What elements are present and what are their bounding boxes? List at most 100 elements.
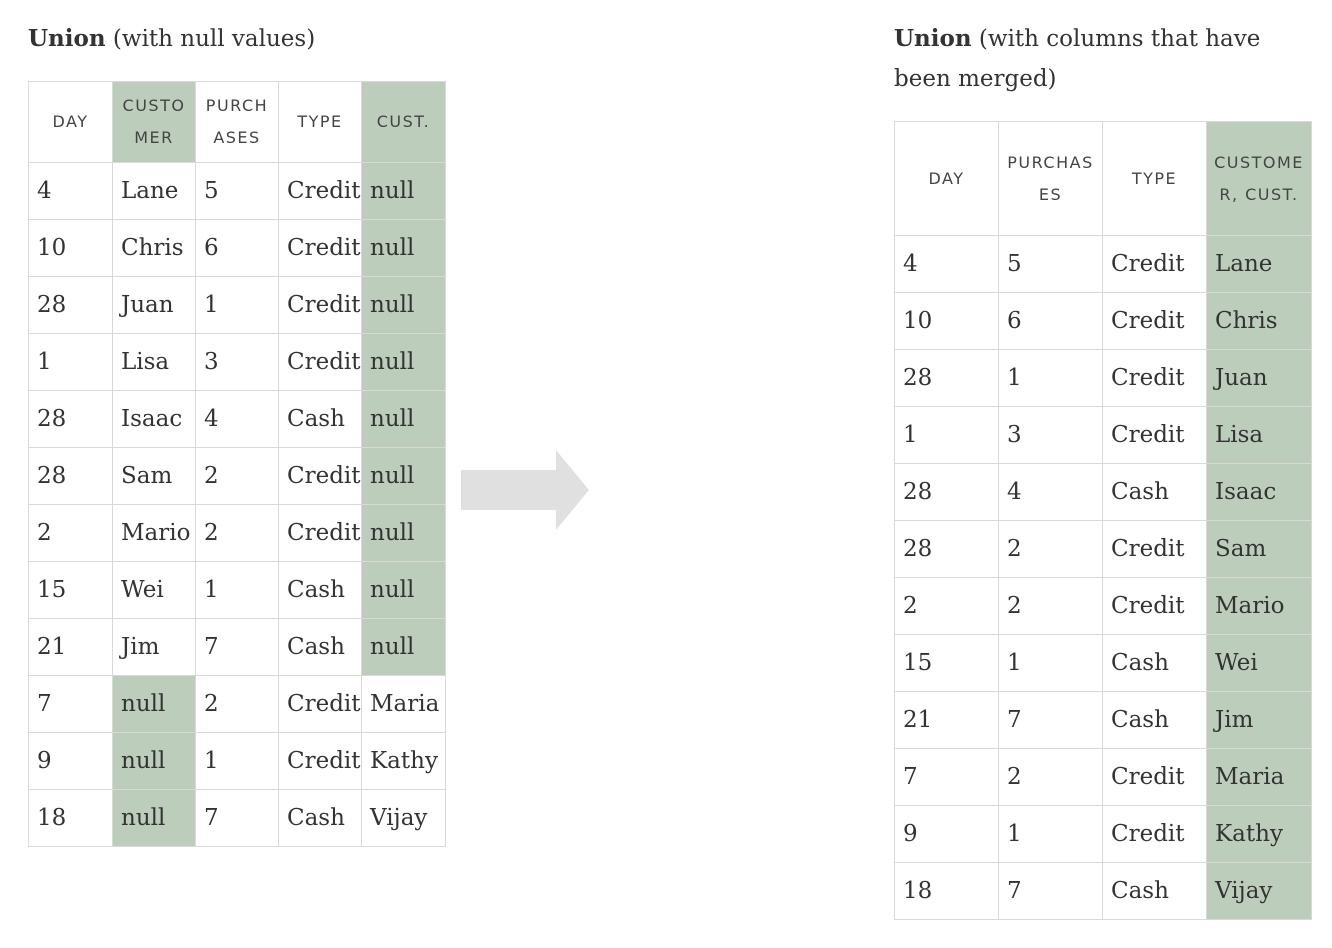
cell-cust: null <box>361 333 446 391</box>
cell-customer-cust: Maria <box>1206 748 1312 806</box>
table-row: 21 7 Cash Jim <box>894 691 1312 749</box>
table-row: 7 2 Credit Maria <box>894 748 1312 806</box>
cell-cust: Vijay <box>361 789 446 847</box>
cell-purchases: 1 <box>195 561 279 619</box>
cell-purchases: 1 <box>998 349 1103 407</box>
cell-type: Credit <box>278 276 362 334</box>
cell-day: 10 <box>894 292 999 350</box>
table-row: 18 null 7 Cash Vijay <box>28 789 446 847</box>
left-caption-bold: Union <box>28 25 106 52</box>
cell-type: Credit <box>278 219 362 277</box>
cell-type: Cash <box>278 561 362 619</box>
cell-type: Credit <box>1102 805 1207 863</box>
cell-day: 18 <box>28 789 113 847</box>
cell-purchases: 2 <box>998 520 1103 578</box>
cell-customer-cust: Isaac <box>1206 463 1312 521</box>
cell-day: 28 <box>28 276 113 334</box>
cell-type: Credit <box>278 504 362 562</box>
cell-cust: null <box>361 504 446 562</box>
cell-purchases: 7 <box>195 618 279 676</box>
cell-day: 7 <box>894 748 999 806</box>
cell-day: 7 <box>28 675 113 733</box>
table-row: 28 Juan 1 Credit null <box>28 276 446 334</box>
right-arrow-icon <box>461 450 589 530</box>
cell-customer: null <box>112 789 196 847</box>
table-row: 28 1 Credit Juan <box>894 349 1312 407</box>
union-merged-table: DAY PURCHASES TYPE CUSTOMER, CUST. 4 5 C… <box>894 121 1312 920</box>
table-row: 21 Jim 7 Cash null <box>28 618 446 676</box>
header-cust: CUST. <box>361 81 446 163</box>
cell-customer-cust: Vijay <box>1206 862 1312 920</box>
table-row: 2 2 Credit Mario <box>894 577 1312 635</box>
cell-day: 4 <box>28 162 113 220</box>
cell-customer-cust: Mario <box>1206 577 1312 635</box>
cell-day: 28 <box>894 463 999 521</box>
cell-customer-cust: Juan <box>1206 349 1312 407</box>
cell-purchases: 2 <box>195 504 279 562</box>
cell-purchases: 3 <box>195 333 279 391</box>
cell-type: Credit <box>278 447 362 505</box>
union-null-table: DAY CUSTOMER PURCHASES TYPE CUST. 4 Lane… <box>28 81 446 847</box>
cell-day: 28 <box>894 520 999 578</box>
cell-type: Credit <box>1102 748 1207 806</box>
cell-type: Credit <box>1102 406 1207 464</box>
cell-purchases: 2 <box>998 748 1103 806</box>
cell-day: 15 <box>894 634 999 692</box>
table-row: 7 null 2 Credit Maria <box>28 675 446 733</box>
cell-type: Cash <box>1102 691 1207 749</box>
cell-customer: Lane <box>112 162 196 220</box>
cell-type: Cash <box>278 789 362 847</box>
cell-day: 9 <box>894 805 999 863</box>
table-row: 28 Isaac 4 Cash null <box>28 390 446 448</box>
cell-purchases: 2 <box>195 447 279 505</box>
cell-type: Cash <box>1102 862 1207 920</box>
cell-purchases: 1 <box>195 276 279 334</box>
header-day: DAY <box>28 81 113 163</box>
cell-customer: Lisa <box>112 333 196 391</box>
cell-purchases: 4 <box>998 463 1103 521</box>
cell-cust: null <box>361 276 446 334</box>
table-row: 15 1 Cash Wei <box>894 634 1312 692</box>
cell-cust: Maria <box>361 675 446 733</box>
header-customer: CUSTOMER <box>112 81 196 163</box>
cell-purchases: 5 <box>195 162 279 220</box>
cell-purchases: 6 <box>998 292 1103 350</box>
cell-type: Credit <box>1102 349 1207 407</box>
cell-day: 1 <box>28 333 113 391</box>
header-purchases: PURCHASES <box>998 121 1103 236</box>
cell-type: Cash <box>1102 634 1207 692</box>
table-row: 10 6 Credit Chris <box>894 292 1312 350</box>
cell-cust: null <box>361 219 446 277</box>
header-type: TYPE <box>278 81 362 163</box>
cell-customer: Sam <box>112 447 196 505</box>
cell-type: Cash <box>278 390 362 448</box>
cell-purchases: 5 <box>998 235 1103 293</box>
cell-customer: Isaac <box>112 390 196 448</box>
cell-cust: null <box>361 618 446 676</box>
cell-cust: null <box>361 162 446 220</box>
cell-day: 18 <box>894 862 999 920</box>
cell-purchases: 7 <box>998 691 1103 749</box>
cell-day: 28 <box>28 390 113 448</box>
cell-customer: null <box>112 732 196 790</box>
cell-day: 4 <box>894 235 999 293</box>
cell-customer-cust: Jim <box>1206 691 1312 749</box>
right-table-caption: Union (with columns that have been merge… <box>894 19 1314 99</box>
table-header-row: DAY PURCHASES TYPE CUSTOMER, CUST. <box>894 121 1312 236</box>
cell-purchases: 6 <box>195 219 279 277</box>
left-caption-rest: (with null values) <box>105 26 316 52</box>
cell-cust: null <box>361 390 446 448</box>
cell-cust: null <box>361 561 446 619</box>
table-row: 15 Wei 1 Cash null <box>28 561 446 619</box>
header-type: TYPE <box>1102 121 1207 236</box>
cell-type: Credit <box>1102 292 1207 350</box>
cell-day: 21 <box>28 618 113 676</box>
cell-day: 28 <box>28 447 113 505</box>
cell-type: Credit <box>278 732 362 790</box>
table-row: 9 1 Credit Kathy <box>894 805 1312 863</box>
table-row: 28 4 Cash Isaac <box>894 463 1312 521</box>
cell-customer: Juan <box>112 276 196 334</box>
cell-purchases: 2 <box>195 675 279 733</box>
cell-day: 28 <box>894 349 999 407</box>
cell-customer-cust: Lane <box>1206 235 1312 293</box>
